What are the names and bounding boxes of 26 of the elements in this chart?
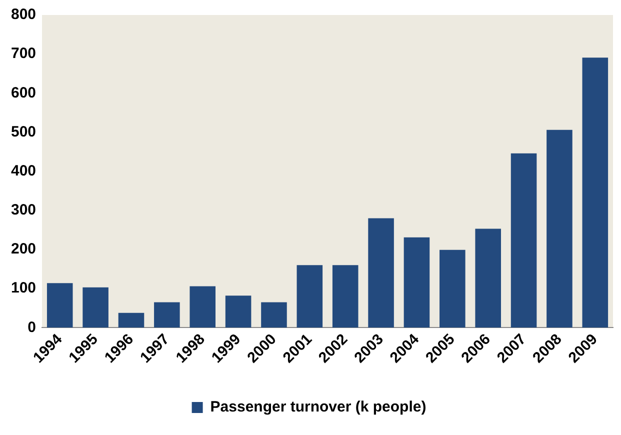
bar — [261, 302, 287, 328]
bar — [82, 287, 108, 328]
y-tick-label: 0 — [28, 318, 36, 336]
bar — [154, 302, 180, 328]
bar — [510, 153, 537, 328]
bar — [546, 130, 572, 328]
y-tick-label: 500 — [10, 123, 36, 140]
y-tick-label: 300 — [10, 202, 36, 219]
bar — [582, 58, 608, 328]
y-tick-label: 700 — [10, 45, 36, 62]
legend-label: Passenger turnover (k people) — [210, 398, 426, 416]
bar — [46, 283, 73, 328]
bar — [225, 296, 252, 328]
y-tick-label: 600 — [10, 84, 36, 102]
bar — [440, 250, 466, 328]
bar — [296, 265, 323, 328]
bar — [332, 265, 358, 328]
bar — [475, 228, 501, 328]
bar — [368, 218, 394, 328]
y-tick-label: 100 — [10, 280, 36, 297]
bar — [404, 237, 430, 328]
y-tick-label: 400 — [10, 162, 36, 180]
bar — [118, 312, 144, 328]
y-tick-label: 800 — [10, 6, 36, 24]
bar — [190, 286, 216, 328]
y-tick-label: 200 — [10, 240, 36, 258]
